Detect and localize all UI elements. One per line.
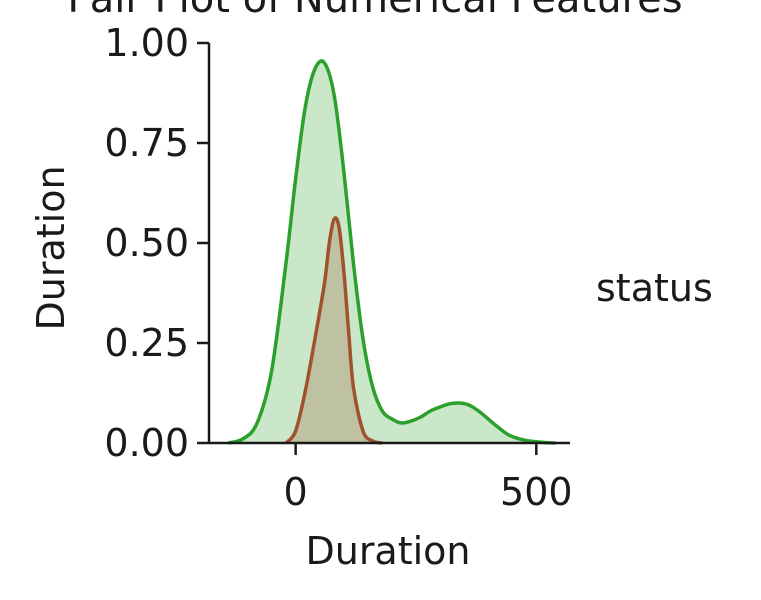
x-tick-label-1: 500	[500, 470, 573, 514]
y-axis-label: Duration	[29, 165, 73, 330]
x-ticks: 0 500	[284, 443, 573, 514]
density-fill-series-1	[286, 217, 383, 443]
density-lines	[227, 59, 556, 445]
chart-title: Pair Plot of Numerical Features	[67, 0, 682, 22]
y-tick-label-3: 0.75	[104, 121, 189, 165]
x-tick-label-0: 0	[284, 470, 308, 514]
y-tick-label-2: 0.50	[104, 221, 189, 265]
density-line-series-1	[284, 216, 383, 445]
density-line-series-0	[227, 59, 556, 445]
legend-title: status	[596, 266, 713, 310]
x-axis-label: Duration	[305, 529, 470, 573]
y-tick-label-1: 0.25	[104, 321, 189, 365]
y-ticks: 0.00 0.25 0.50 0.75 1.00	[104, 21, 209, 465]
y-tick-label-0: 0.00	[104, 421, 189, 465]
y-tick-label-4: 1.00	[104, 21, 189, 65]
density-fill-series-0	[228, 61, 556, 443]
density-fills	[228, 61, 556, 443]
